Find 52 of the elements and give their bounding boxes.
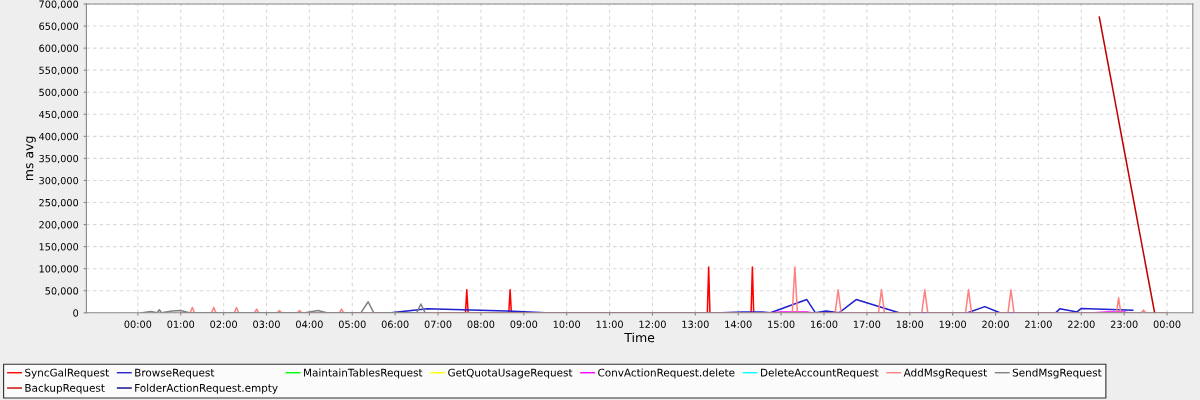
x-tick-label: 13:00: [682, 320, 709, 328]
x-tick-label: 08:00: [467, 320, 495, 328]
y-tick-label: 0: [73, 309, 79, 317]
x-tick-label: 01:00: [167, 320, 195, 328]
x-axis-title: Time: [624, 332, 655, 343]
y-tick-label: 700,000: [39, 0, 79, 9]
legend-label: MaintainTablesRequest: [304, 368, 423, 379]
legend-label: AddMsgRequest: [903, 368, 987, 379]
y-tick-label: 550,000: [39, 66, 79, 75]
x-tick-label: 10:00: [553, 320, 581, 328]
x-tick-label: 19:00: [939, 320, 967, 328]
legend-label: BackupRequest: [25, 383, 105, 394]
x-tick-label: 20:00: [982, 320, 1009, 328]
x-tick-label: 06:00: [381, 320, 409, 328]
x-tick-label: 09:00: [510, 320, 538, 328]
x-tick-label: 22:00: [1068, 320, 1095, 328]
legend-label: FolderActionRequest.empty: [135, 383, 278, 394]
x-tick-label: 18:00: [896, 320, 924, 328]
y-tick-label: 500,000: [39, 88, 79, 98]
x-tick-label: 14:00: [725, 320, 752, 328]
legend-label: GetQuotaUsageRequest: [448, 368, 573, 379]
x-tick-label: 04:00: [296, 320, 323, 328]
y-tick-label: 200,000: [39, 221, 79, 230]
y-tick-label: 450,000: [39, 110, 79, 120]
y-tick-label: 600,000: [39, 44, 79, 53]
legend-label: SyncGalRequest: [25, 368, 109, 379]
x-tick-label: 23:00: [1110, 320, 1138, 328]
y-tick-label: 300,000: [39, 176, 79, 186]
x-tick-label: 21:00: [1025, 320, 1052, 328]
y-tick-label: 350,000: [39, 154, 79, 164]
x-tick-label: 15:00: [768, 320, 795, 328]
legend-label: DeleteAccountRequest: [761, 368, 879, 379]
x-tick-label: 07:00: [424, 320, 452, 328]
x-tick-label: 03:00: [253, 320, 280, 328]
x-tick-label: 12:00: [639, 320, 666, 328]
legend-label: SendMsgRequest: [1012, 368, 1102, 379]
x-tick-label: 17:00: [853, 320, 881, 328]
y-axis-title: ms avg: [26, 136, 36, 181]
x-tick-label: 16:00: [811, 320, 838, 328]
legend-label: BrowseRequest: [135, 368, 215, 379]
x-tick-label: 02:00: [210, 320, 237, 328]
y-tick-label: 50,000: [45, 287, 79, 296]
y-tick-label: 100,000: [39, 265, 79, 274]
y-tick-label: 400,000: [39, 132, 79, 142]
x-tick-label: 00:00: [1153, 320, 1181, 328]
x-tick-label: 11:00: [596, 320, 623, 328]
x-tick-label: 00:00: [124, 320, 152, 328]
y-tick-label: 150,000: [39, 243, 79, 252]
legend-label: ConvActionRequest.delete: [598, 368, 735, 379]
y-tick-label: 250,000: [39, 198, 79, 208]
x-tick-label: 05:00: [338, 320, 366, 328]
y-tick-label: 650,000: [39, 22, 79, 31]
